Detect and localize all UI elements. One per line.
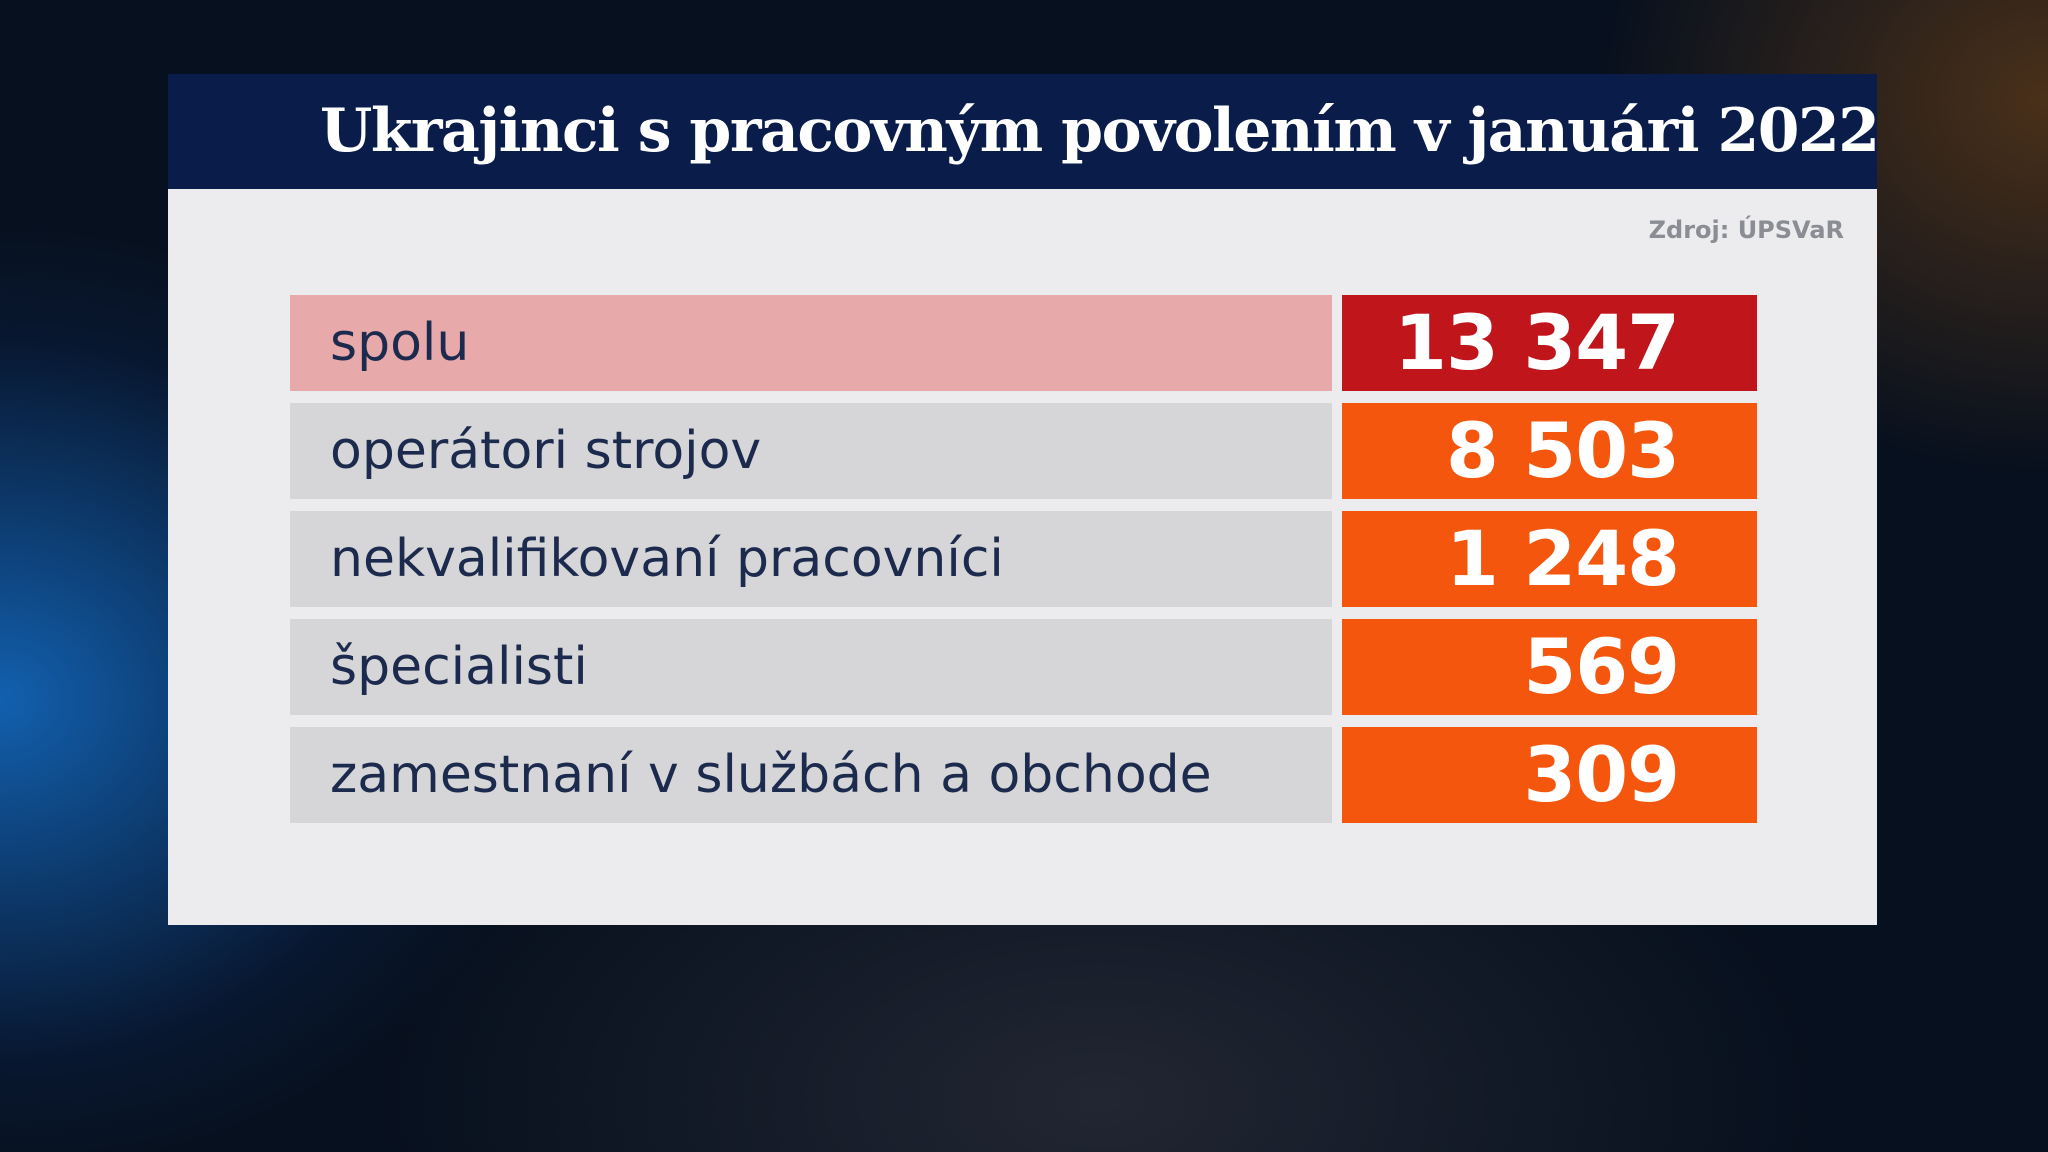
table-row: spolu 13 347 (290, 295, 1757, 391)
table-row: zamestnaní v službách a obchode 309 (290, 727, 1757, 823)
row-label: špecialisti (290, 619, 1332, 715)
source: Zdroj: ÚPSVaR (1648, 216, 1844, 244)
table-row: operátori strojov 8 503 (290, 403, 1757, 499)
table-row: špecialisti 569 (290, 619, 1757, 715)
row-label: nekvalifikovaní pracovníci (290, 511, 1332, 607)
row-value: 13 347 (1342, 295, 1757, 391)
header-bar: Ukrajinci s pracovným povolením v január… (168, 74, 1880, 189)
panel: Ukrajinci s pracovným povolením v január… (168, 74, 1880, 925)
row-value: 309 (1342, 727, 1757, 823)
row-value: 569 (1342, 619, 1757, 715)
row-value: 8 503 (1342, 403, 1757, 499)
row-label: operátori strojov (290, 403, 1332, 499)
title: Ukrajinci s pracovným povolením v január… (320, 96, 1880, 166)
table-row: nekvalifikovaní pracovníci 1 248 (290, 511, 1757, 607)
row-label: spolu (290, 295, 1332, 391)
row-label: zamestnaní v službách a obchode (290, 727, 1332, 823)
row-value: 1 248 (1342, 511, 1757, 607)
